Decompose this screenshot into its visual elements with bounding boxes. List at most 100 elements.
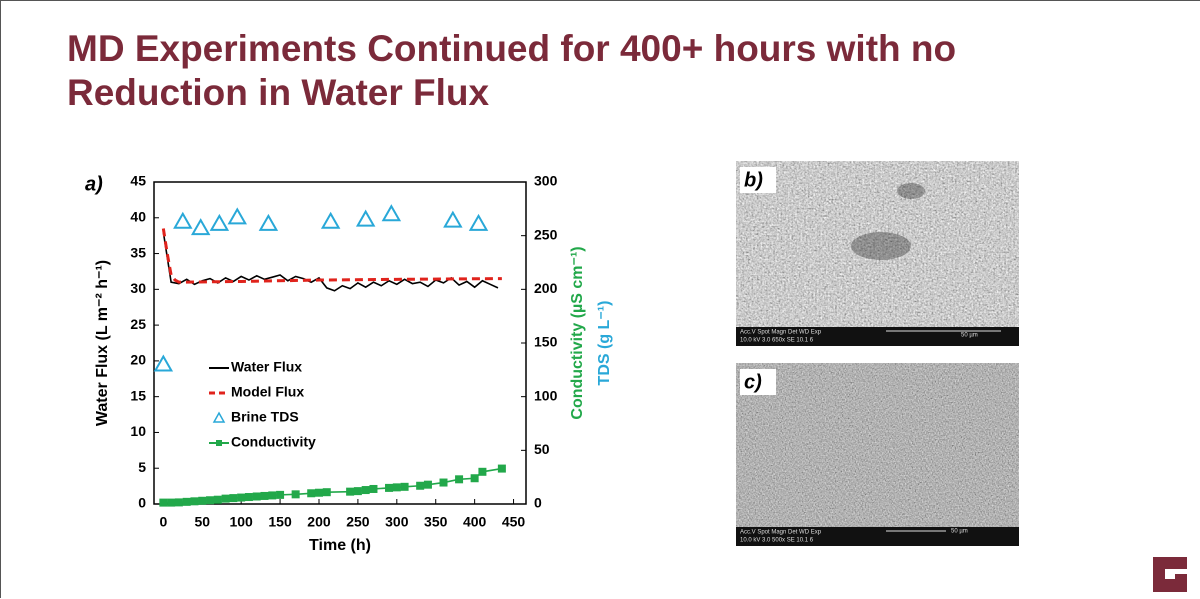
marker bbox=[206, 496, 214, 504]
marker bbox=[383, 206, 399, 220]
legend-label: Conductivity bbox=[231, 434, 316, 450]
marker bbox=[268, 491, 276, 499]
x-tick-label: 350 bbox=[424, 514, 448, 530]
marker bbox=[253, 492, 261, 500]
marker bbox=[401, 483, 409, 491]
y-tick-label: 25 bbox=[130, 316, 146, 332]
legend-label: Brine TDS bbox=[231, 409, 299, 425]
series-line bbox=[163, 229, 502, 283]
marker bbox=[354, 487, 362, 495]
marker bbox=[260, 216, 276, 230]
sem-info-values: 10.0 kV 3.0 650x SE 10.1 6 bbox=[740, 338, 814, 344]
y-tick-label: 5 bbox=[138, 459, 146, 475]
y-tick-label: 45 bbox=[130, 173, 146, 189]
legend-marker bbox=[214, 413, 224, 422]
y2-tick-label: 0 bbox=[534, 495, 542, 511]
panel-label: b) bbox=[744, 169, 763, 191]
y2-tick-label: 250 bbox=[534, 226, 558, 242]
legend-label: Water Flux bbox=[231, 359, 302, 375]
y-tick-label: 20 bbox=[130, 352, 146, 368]
marker bbox=[261, 492, 269, 500]
sem-info-header: Acc.V Spot Magn Det WD Exp bbox=[740, 530, 822, 536]
scale-label: 50 µm bbox=[951, 529, 968, 535]
x-tick-label: 0 bbox=[159, 514, 167, 530]
logo bbox=[1153, 557, 1187, 592]
y2-tick-label: 150 bbox=[534, 334, 558, 350]
marker bbox=[307, 489, 315, 497]
marker bbox=[229, 209, 245, 223]
marker bbox=[478, 468, 486, 476]
y-tick-label: 35 bbox=[130, 244, 146, 260]
y2-axis-label: Conductivity (µS cm⁻¹) bbox=[569, 246, 586, 419]
panel-label: c) bbox=[744, 371, 762, 393]
marker bbox=[471, 474, 479, 482]
marker bbox=[211, 216, 227, 230]
marker bbox=[445, 213, 461, 227]
sem-texture bbox=[736, 363, 1019, 546]
marker bbox=[498, 465, 506, 473]
y2-tick-label: 200 bbox=[534, 280, 558, 296]
y2-tick-label: 100 bbox=[534, 387, 558, 403]
marker bbox=[323, 488, 331, 496]
marker bbox=[167, 499, 175, 507]
scale-label: 50 µm bbox=[961, 333, 978, 339]
marker bbox=[193, 220, 209, 234]
chart: Acc.V Spot Magn Det WD Exp 10.0 kV 3.0 6… bbox=[1, 1, 1200, 599]
marker bbox=[471, 216, 487, 230]
marker bbox=[237, 494, 245, 502]
x-tick-label: 400 bbox=[463, 514, 487, 530]
y-tick-label: 0 bbox=[138, 495, 146, 511]
x-axis-label: Time (h) bbox=[309, 537, 371, 554]
x-tick-label: 300 bbox=[385, 514, 409, 530]
sem-defect bbox=[897, 183, 925, 199]
marker bbox=[245, 493, 253, 501]
panel-label: a) bbox=[85, 173, 103, 195]
marker bbox=[175, 214, 191, 228]
sem-image-c: Acc.V Spot Magn Det WD Exp 10.0 kV 3.0 5… bbox=[736, 363, 1019, 546]
slide: MD Experiments Continued for 400+ hours … bbox=[0, 0, 1200, 598]
marker bbox=[198, 497, 206, 505]
y-tick-label: 30 bbox=[130, 280, 146, 296]
marker bbox=[292, 490, 300, 498]
y-tick-label: 40 bbox=[130, 208, 146, 224]
x-tick-label: 150 bbox=[268, 514, 292, 530]
marker bbox=[362, 486, 370, 494]
marker bbox=[323, 214, 339, 228]
marker bbox=[190, 497, 198, 505]
y-tick-label: 15 bbox=[130, 387, 146, 403]
marker bbox=[369, 485, 377, 493]
marker bbox=[440, 479, 448, 487]
y2-tick-label: 50 bbox=[534, 441, 550, 457]
x-tick-label: 100 bbox=[229, 514, 253, 530]
x-tick-label: 250 bbox=[346, 514, 370, 530]
marker bbox=[385, 484, 393, 492]
marker bbox=[424, 481, 432, 489]
x-tick-label: 450 bbox=[502, 514, 526, 530]
marker bbox=[276, 491, 284, 499]
marker bbox=[346, 488, 354, 496]
y-axis-label: Water Flux (L m⁻² h⁻¹) bbox=[94, 260, 111, 426]
legend-label: Model Flux bbox=[231, 384, 304, 400]
sem-defect bbox=[851, 232, 911, 260]
marker bbox=[315, 489, 323, 497]
marker bbox=[214, 496, 222, 504]
marker bbox=[183, 498, 191, 506]
sem-info-values: 10.0 kV 3.0 500x SE 10.1 6 bbox=[740, 538, 814, 544]
marker bbox=[155, 356, 171, 370]
marker bbox=[416, 482, 424, 490]
x-tick-label: 50 bbox=[194, 514, 210, 530]
marker bbox=[455, 475, 463, 483]
marker bbox=[229, 494, 237, 502]
y2-tick-label: 300 bbox=[534, 173, 558, 189]
marker bbox=[159, 499, 167, 507]
sem-image-b: Acc.V Spot Magn Det WD Exp 10.0 kV 3.0 6… bbox=[736, 161, 1019, 346]
marker bbox=[358, 212, 374, 226]
marker bbox=[393, 483, 401, 491]
y2-axis-label: TDS (g L⁻¹) bbox=[596, 301, 613, 386]
sem-info-header: Acc.V Spot Magn Det WD Exp bbox=[740, 330, 822, 336]
y-tick-label: 10 bbox=[130, 423, 146, 439]
marker bbox=[175, 498, 183, 506]
legend-marker bbox=[216, 440, 222, 446]
marker bbox=[222, 495, 230, 503]
x-tick-label: 200 bbox=[307, 514, 331, 530]
